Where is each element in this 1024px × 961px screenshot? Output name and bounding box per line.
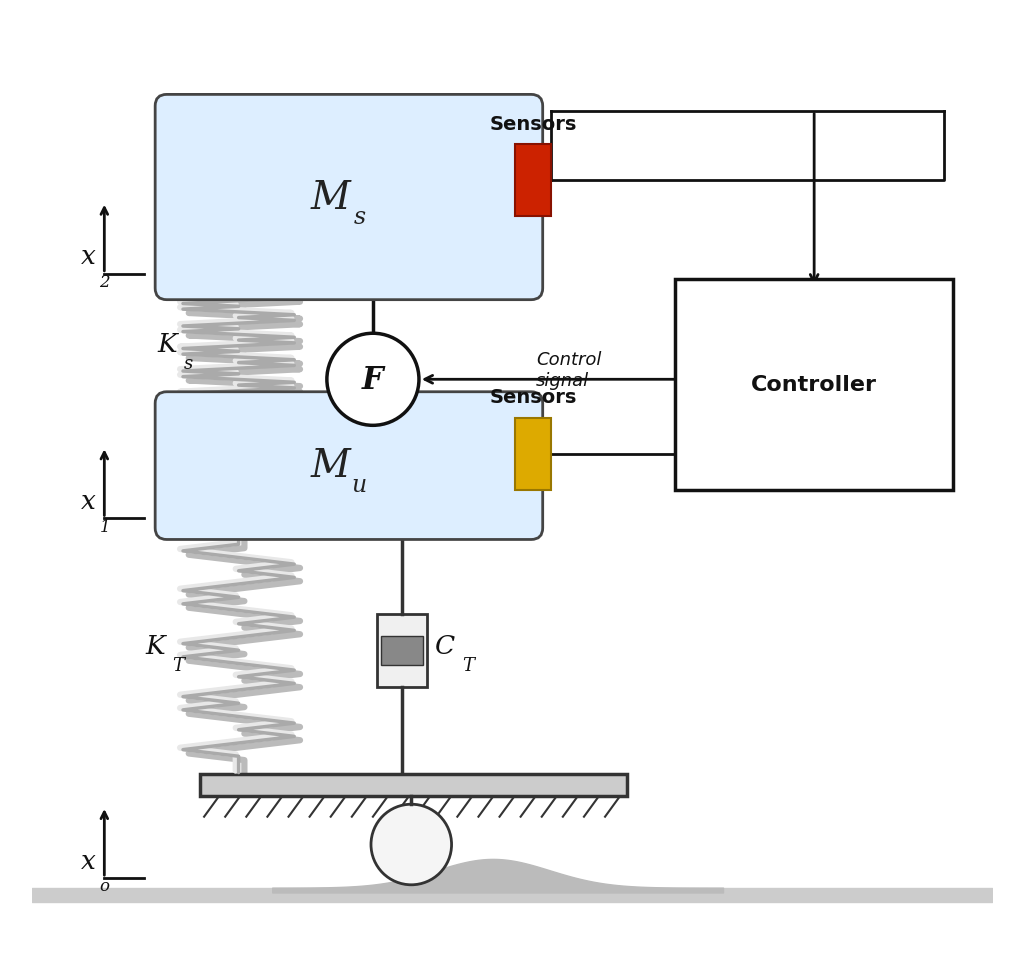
Text: K: K [145,633,165,658]
Text: F: F [362,364,384,395]
FancyBboxPatch shape [675,280,953,490]
Text: Sensors: Sensors [489,387,577,407]
Text: s: s [184,355,194,372]
Text: K: K [157,332,177,357]
FancyBboxPatch shape [381,636,423,665]
FancyBboxPatch shape [156,392,543,540]
FancyBboxPatch shape [515,418,551,490]
Text: M: M [311,448,350,484]
Text: u: u [352,474,368,497]
Text: M: M [311,180,350,216]
Text: o: o [99,877,110,895]
Text: x: x [81,848,96,873]
Circle shape [327,333,419,426]
Text: 1: 1 [99,518,111,535]
Text: Control
signal: Control signal [536,351,601,389]
FancyBboxPatch shape [377,614,427,687]
Text: s: s [353,206,366,229]
Text: x: x [81,488,96,513]
Text: Sensors: Sensors [489,114,577,134]
Text: Controller: Controller [752,375,878,395]
Text: T: T [462,656,474,675]
Text: T: T [172,656,184,675]
Text: C: C [435,633,456,658]
FancyBboxPatch shape [201,775,627,796]
Text: 2: 2 [99,274,111,291]
Circle shape [371,804,452,885]
Text: x: x [81,244,96,269]
FancyBboxPatch shape [156,95,543,301]
FancyBboxPatch shape [515,145,551,217]
